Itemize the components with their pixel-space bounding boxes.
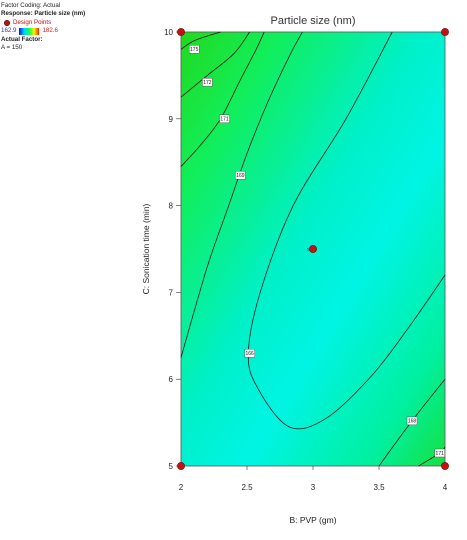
contour-label-text: 166 (245, 351, 254, 357)
design-point (177, 462, 185, 470)
design-points-label: Design Points (13, 18, 52, 26)
contour-label: 166 (244, 348, 255, 358)
contour-label: 169 (235, 171, 246, 180)
factor-coding-text: Factor Coding: Actual (1, 2, 61, 9)
legend-panel: Factor Coding: Actual Response: Particle… (1, 2, 85, 52)
contour-label: 175 (188, 45, 200, 54)
scale-high-label: 182.6 (42, 27, 58, 35)
design-points-legend: Design Points (1, 19, 85, 27)
contour-line-175 (180, 31, 221, 50)
contour-label-text: 171 (436, 451, 445, 457)
contour-label-text: 175 (190, 47, 199, 53)
y-tick-label: 8 (169, 202, 174, 211)
design-point (441, 28, 449, 36)
contour-label-box (406, 416, 418, 426)
contour-label-box (434, 448, 445, 458)
contour-line-172 (180, 31, 250, 98)
contour-line-169 (180, 31, 303, 358)
contour-label-box (219, 114, 230, 124)
contour-label-box (188, 45, 200, 54)
contour-line-171 (180, 31, 265, 167)
design-point (309, 245, 317, 253)
x-tick-label: 4 (443, 483, 448, 492)
actual-factor-value: A = 150 (1, 44, 23, 52)
contour-label: 168 (406, 416, 418, 426)
y-tick-label: 9 (169, 115, 174, 124)
y-tick-label: 6 (169, 375, 174, 384)
y-tick-label: 5 (169, 462, 174, 471)
contour-label-text: 168 (408, 419, 417, 425)
scale-low-label: 162.9 (1, 27, 17, 35)
contour-label-box (235, 171, 246, 180)
x-axis-label: B: PVP (gm) (289, 515, 336, 525)
design-point (177, 28, 185, 36)
chart-title: Particle size (nm) (271, 15, 356, 27)
x-tick-label: 2 (179, 483, 184, 492)
color-scale: 162.9 182.6 (1, 27, 85, 35)
actual-factor-title: Actual Factor: (1, 35, 43, 43)
y-tick-label: 10 (164, 28, 173, 37)
design-point (441, 462, 449, 470)
design-point-count: 5 (307, 247, 310, 252)
design-point-icon (4, 20, 10, 27)
x-tick-label: 3.5 (373, 483, 385, 492)
contour-label-box (244, 348, 255, 358)
contour-label: 171 (219, 114, 230, 124)
contour-label: 172 (202, 78, 213, 87)
response-text: Response: Particle size (nm) (1, 10, 86, 18)
x-tick-label: 3 (311, 483, 316, 492)
contour-label-text: 171 (220, 117, 229, 123)
contour-label-box (202, 78, 213, 87)
y-tick-label: 7 (169, 288, 174, 297)
contour-label: 171 (434, 448, 445, 458)
contour-label-text: 169 (236, 173, 245, 179)
x-tick-label: 2.5 (241, 483, 253, 492)
y-axis-label: C: Sonication time (min) (141, 203, 151, 294)
contour-label-text: 172 (203, 80, 212, 86)
contour-line-166 (247, 31, 446, 430)
color-scale-bar (19, 27, 40, 35)
